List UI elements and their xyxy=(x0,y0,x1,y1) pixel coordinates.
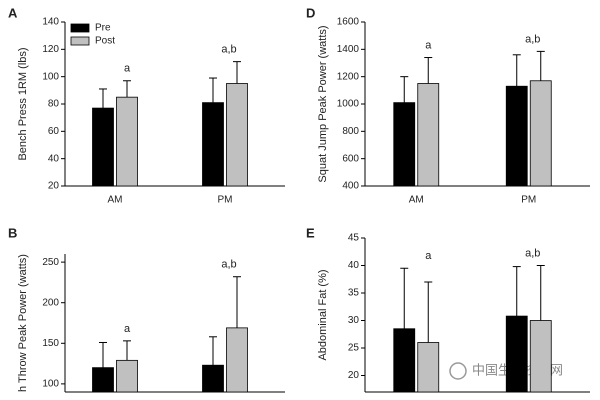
y-axis-label: Abdominal Fat (%) xyxy=(317,269,329,360)
y-tick-label: 1000 xyxy=(337,99,360,110)
bar xyxy=(417,342,440,393)
panel-letter: E xyxy=(306,225,315,240)
panel: B 100 150 200 250 h Throw Peak Power (watts) a… xyxy=(8,225,285,393)
annotation: a,b xyxy=(525,33,540,45)
y-axis-label: Bench Press 1RM (lbs) xyxy=(17,47,29,160)
x-tick-label: PM xyxy=(218,195,233,206)
y-tick-label: 200 xyxy=(42,297,59,308)
y-tick-label: 30 xyxy=(348,315,360,326)
y-tick-label: 1200 xyxy=(337,71,360,82)
bar xyxy=(92,107,114,187)
annotation: a xyxy=(425,39,432,51)
bar xyxy=(529,320,552,393)
annotation: a xyxy=(124,63,131,75)
bar xyxy=(92,367,114,393)
y-tick-label: 20 xyxy=(348,370,360,381)
y-tick-label: 140 xyxy=(42,17,59,28)
annotation: a xyxy=(425,250,432,262)
panel-letter: A xyxy=(8,5,18,20)
legend-swatch xyxy=(70,23,90,33)
y-tick-label: 40 xyxy=(48,153,60,164)
y-tick-label: 150 xyxy=(42,338,59,349)
y-tick-label: 20 xyxy=(48,181,60,192)
y-tick-label: 600 xyxy=(342,153,359,164)
panel: E 20 25 30 35 40 45 Abdominal Fat (%) a a,b xyxy=(306,225,590,393)
y-axis-label: Squat Jump Peak Power (watts) xyxy=(317,25,329,182)
x-tick-label: AM xyxy=(108,195,123,206)
annotation: a xyxy=(124,323,131,335)
y-tick-label: 400 xyxy=(342,181,359,192)
panel-letter: D xyxy=(306,5,315,20)
bar xyxy=(417,83,440,187)
y-tick-label: 120 xyxy=(42,44,59,55)
y-tick-label: 800 xyxy=(342,126,359,137)
annotation: a,b xyxy=(525,247,540,259)
y-tick-label: 35 xyxy=(348,288,360,299)
annotation: a,b xyxy=(221,259,236,271)
y-tick-label: 45 xyxy=(348,233,360,244)
bar xyxy=(226,83,248,187)
bar xyxy=(202,102,224,187)
panel: D 400 600 800 1000 1200 1400 1600 Squat Jump Pea… xyxy=(306,5,590,206)
y-tick-label: 1400 xyxy=(337,44,360,55)
y-tick-label: 25 xyxy=(348,343,360,354)
watermark-icon xyxy=(449,362,467,380)
bar xyxy=(529,80,552,187)
legend-label: Pre xyxy=(95,23,111,34)
y-tick-label: 100 xyxy=(42,71,59,82)
bar xyxy=(393,328,416,393)
bar xyxy=(226,327,248,393)
y-tick-label: 100 xyxy=(42,379,59,390)
bar xyxy=(202,364,224,393)
bar xyxy=(505,315,528,393)
bar xyxy=(116,96,138,187)
y-tick-label: 40 xyxy=(348,260,360,271)
y-tick-label: 1600 xyxy=(337,17,360,28)
y-tick-label: 250 xyxy=(42,257,59,268)
y-tick-label: 80 xyxy=(48,99,60,110)
annotation: a,b xyxy=(221,44,236,56)
y-axis-label: h Throw Peak Power (watts) xyxy=(17,254,29,392)
x-tick-label: PM xyxy=(521,195,536,206)
bar xyxy=(116,359,138,393)
panel: A 20 40 60 80 100 120 140 Bench Press 1RM (lbs) A… xyxy=(8,5,285,206)
panel-letter: B xyxy=(8,225,17,240)
legend-label: Post xyxy=(95,36,115,47)
legend-swatch xyxy=(70,36,90,46)
x-tick-label: AM xyxy=(409,195,424,206)
bar xyxy=(505,85,528,187)
y-tick-label: 60 xyxy=(48,126,60,137)
bar xyxy=(393,102,416,187)
